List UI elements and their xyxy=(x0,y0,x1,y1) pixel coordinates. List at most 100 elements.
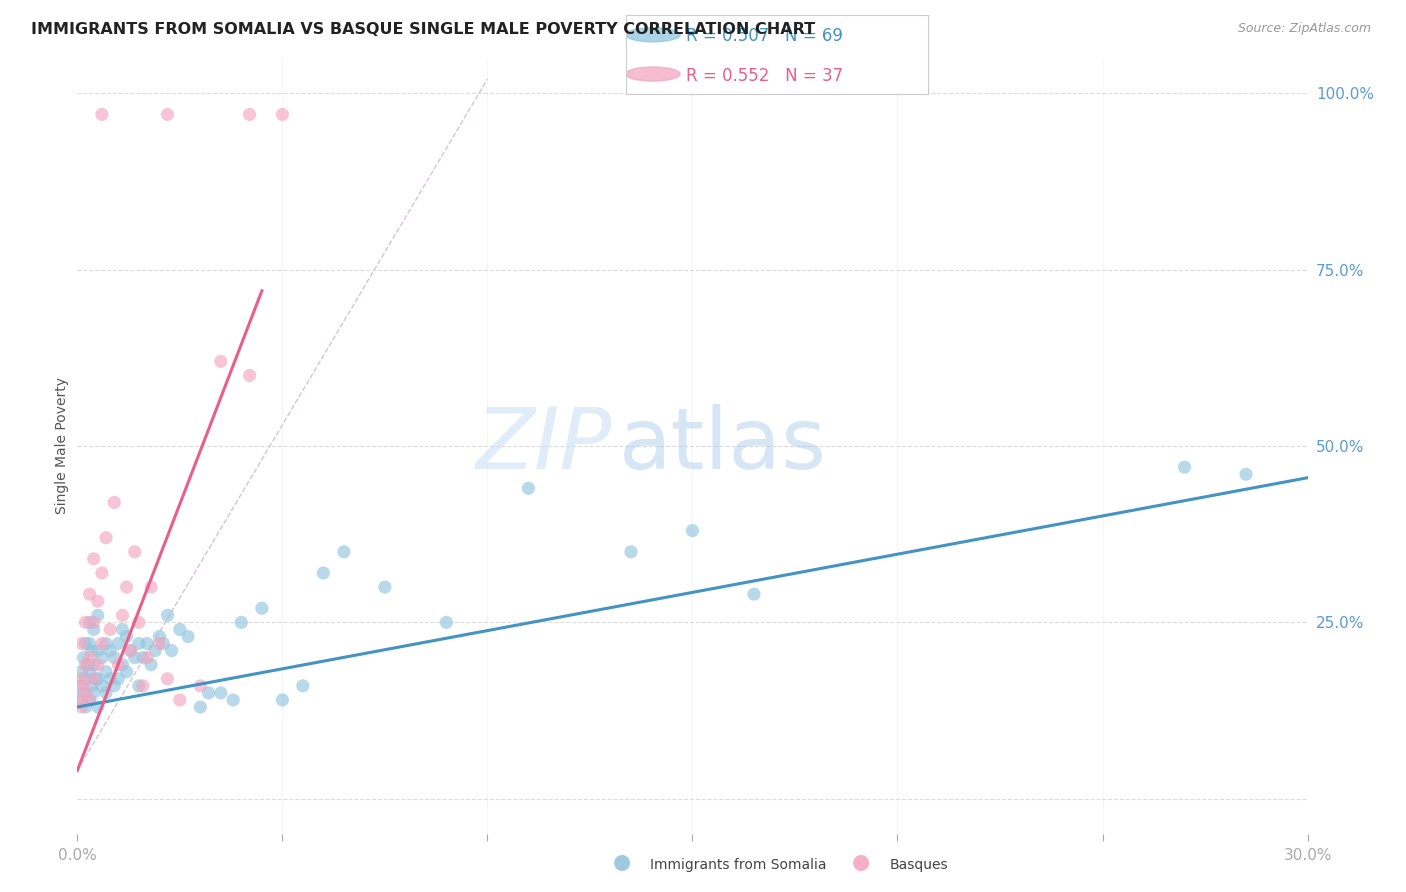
Point xyxy=(75,686,97,700)
Point xyxy=(156,107,179,121)
Text: R = 0.552   N = 37: R = 0.552 N = 37 xyxy=(686,67,844,85)
Point xyxy=(148,636,170,650)
Point xyxy=(742,587,765,601)
Point xyxy=(111,608,134,623)
Text: Source: ZipAtlas.com: Source: ZipAtlas.com xyxy=(1237,22,1371,36)
Text: ●: ● xyxy=(613,853,631,872)
Point xyxy=(80,679,103,693)
Point xyxy=(79,650,101,665)
Point xyxy=(132,650,155,665)
Point xyxy=(177,630,200,644)
Text: atlas: atlas xyxy=(619,404,827,488)
Point xyxy=(83,686,105,700)
Point xyxy=(209,686,232,700)
Point xyxy=(70,665,93,679)
Point xyxy=(90,107,114,121)
Point xyxy=(79,587,101,601)
Point xyxy=(436,615,458,630)
Point xyxy=(98,623,121,637)
Point xyxy=(148,630,170,644)
Circle shape xyxy=(626,67,681,81)
Point xyxy=(1174,460,1197,475)
Point xyxy=(132,679,155,693)
Point xyxy=(103,495,125,509)
Point xyxy=(107,657,129,672)
Point xyxy=(128,615,150,630)
Point xyxy=(188,679,212,693)
Point xyxy=(75,615,97,630)
Text: ZIP: ZIP xyxy=(477,404,613,488)
Point xyxy=(107,672,129,686)
Point xyxy=(312,566,335,580)
Point xyxy=(103,679,125,693)
Point xyxy=(250,601,273,615)
Point xyxy=(83,552,105,566)
Point xyxy=(84,672,107,686)
Point xyxy=(70,672,93,686)
Point xyxy=(291,679,314,693)
Point xyxy=(83,672,105,686)
Point xyxy=(620,545,643,559)
Point xyxy=(231,615,253,630)
Point xyxy=(1234,467,1257,482)
Point xyxy=(94,636,117,650)
Text: Immigrants from Somalia: Immigrants from Somalia xyxy=(650,858,827,872)
Point xyxy=(124,650,146,665)
Point xyxy=(79,615,101,630)
Point xyxy=(87,657,110,672)
Point xyxy=(160,643,183,657)
Point xyxy=(152,636,174,650)
Point xyxy=(94,531,117,545)
Point xyxy=(136,636,159,650)
Point xyxy=(83,657,105,672)
Point xyxy=(209,354,232,368)
Point xyxy=(75,672,97,686)
Point xyxy=(79,693,101,707)
Point xyxy=(136,650,159,665)
Point xyxy=(70,636,93,650)
Point xyxy=(517,481,540,495)
Point xyxy=(239,368,262,383)
Point xyxy=(197,686,219,700)
Text: IMMIGRANTS FROM SOMALIA VS BASQUE SINGLE MALE POVERTY CORRELATION CHART: IMMIGRANTS FROM SOMALIA VS BASQUE SINGLE… xyxy=(31,22,815,37)
Point xyxy=(333,545,356,559)
Point xyxy=(141,580,163,594)
Point xyxy=(143,643,166,657)
Point xyxy=(67,679,90,693)
Point xyxy=(87,672,110,686)
Point xyxy=(141,657,163,672)
Point xyxy=(79,693,101,707)
Point xyxy=(120,643,142,657)
Point xyxy=(120,643,142,657)
Point xyxy=(70,693,93,707)
Point xyxy=(83,615,105,630)
Point xyxy=(90,566,114,580)
Point xyxy=(115,580,138,594)
Point xyxy=(87,608,110,623)
Point xyxy=(128,636,150,650)
Point xyxy=(111,623,134,637)
Point xyxy=(188,700,212,714)
Point xyxy=(87,594,110,608)
Point xyxy=(90,679,114,693)
Point xyxy=(128,679,150,693)
Point xyxy=(374,580,396,594)
Point xyxy=(271,693,294,707)
Point xyxy=(75,700,97,714)
Point xyxy=(72,650,94,665)
Point xyxy=(87,643,110,657)
Point xyxy=(94,665,117,679)
Point xyxy=(156,608,179,623)
Text: ●: ● xyxy=(852,853,870,872)
Point xyxy=(156,672,179,686)
Point xyxy=(67,693,90,707)
Point xyxy=(94,686,117,700)
Point xyxy=(115,665,138,679)
Point xyxy=(87,700,110,714)
Text: R = 0.507   N = 69: R = 0.507 N = 69 xyxy=(686,28,844,45)
Point xyxy=(239,107,262,121)
Point xyxy=(72,679,94,693)
Point xyxy=(75,636,97,650)
Point xyxy=(79,636,101,650)
Point xyxy=(98,672,121,686)
